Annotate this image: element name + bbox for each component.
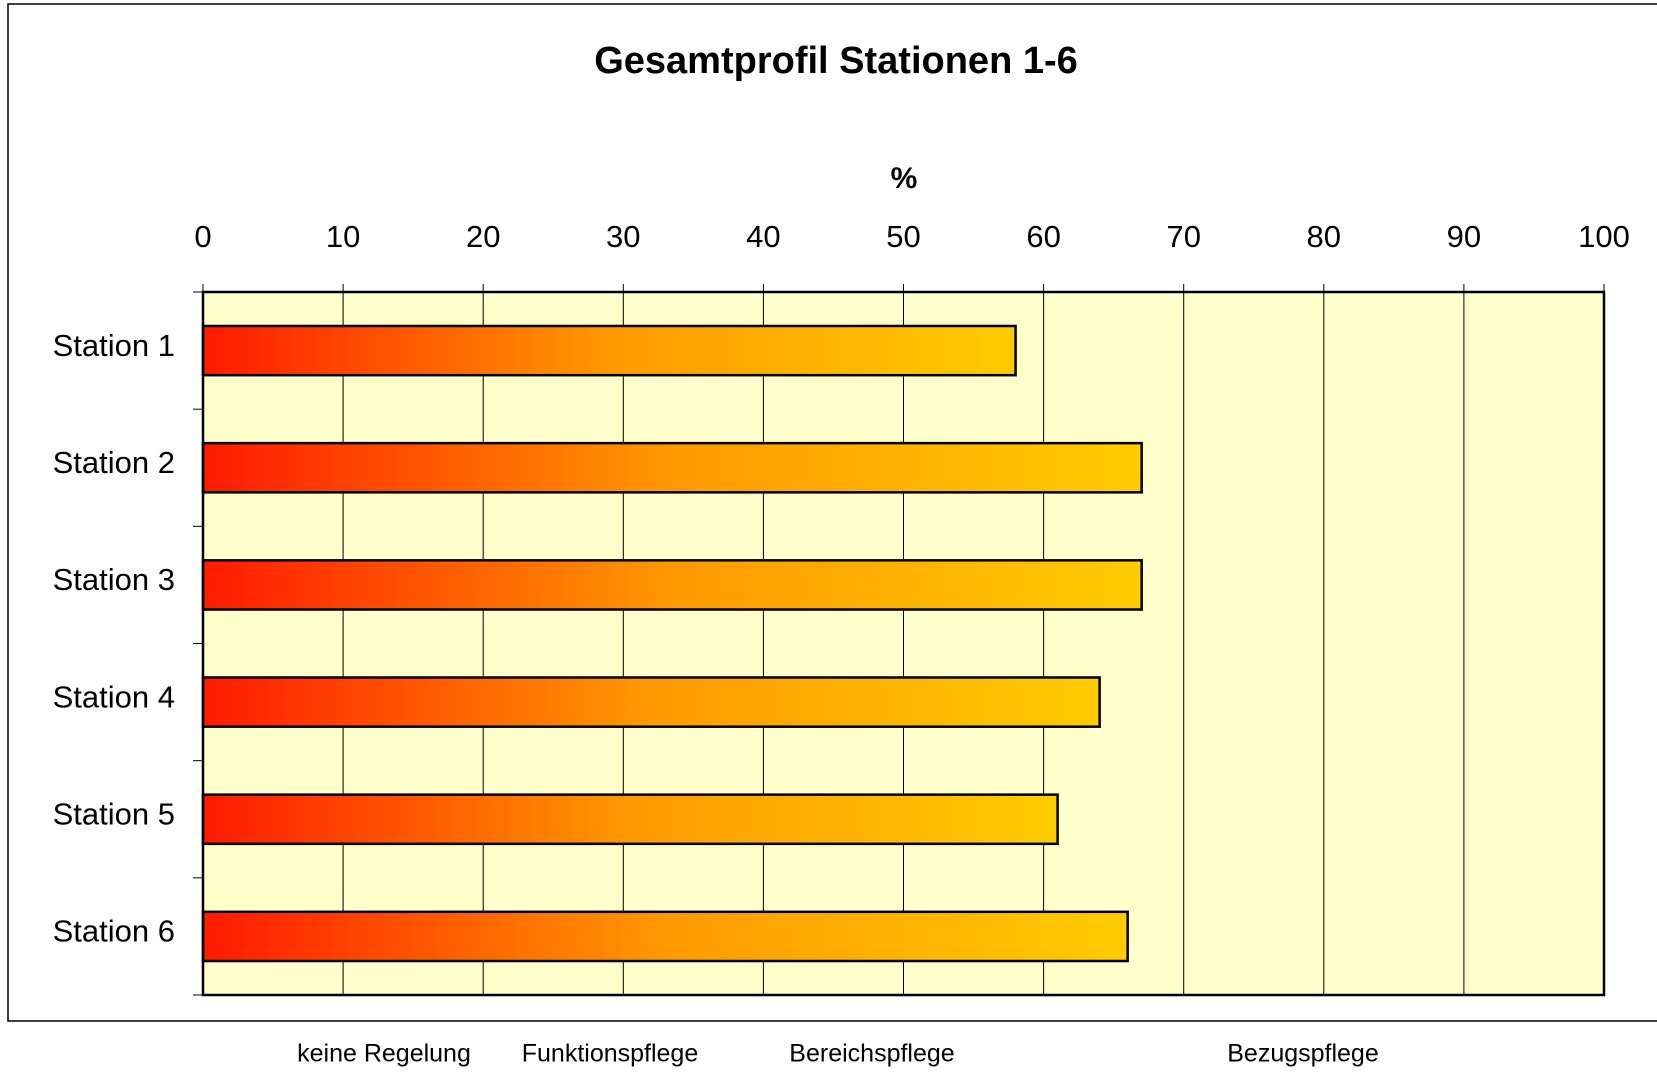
bar [201, 676, 1101, 728]
x-tick-label: 100 [1578, 219, 1630, 254]
y-tick-label: Station 3 [53, 562, 175, 597]
bar [201, 793, 1059, 846]
x-tick-label: 60 [1026, 219, 1060, 254]
y-tick-label: Station 5 [53, 796, 175, 831]
annotation: keine Regelung [297, 1040, 471, 1068]
x-tick-label: 40 [746, 219, 780, 254]
bar [201, 324, 1017, 377]
y-tick-label: Station 2 [53, 445, 175, 480]
bar [201, 559, 1143, 611]
annotation: Funktionspflege [522, 1040, 699, 1068]
x-tick-label: 0 [194, 219, 211, 254]
x-tick-label: 30 [606, 219, 640, 254]
x-tick-label: 70 [1166, 219, 1200, 254]
x-tick-label: 80 [1307, 219, 1341, 254]
y-tick-label: Station 6 [53, 914, 175, 949]
y-tick-label: Station 1 [53, 328, 175, 363]
y-tick-label: Station 4 [53, 679, 175, 714]
x-tick-label: 10 [326, 219, 360, 254]
bar [201, 441, 1143, 494]
bar [201, 910, 1129, 963]
x-tick-label: 50 [886, 219, 920, 254]
annotation: Bezugspflege [1227, 1040, 1379, 1068]
x-tick-label: 20 [466, 219, 500, 254]
x-tick-label: 90 [1447, 219, 1481, 254]
plot-border [201, 290, 1606, 997]
annotation: Bereichspflege [789, 1040, 954, 1068]
chart-title: Gesamtprofil Stationen 1-6 [594, 40, 1078, 82]
x-axis-label: % [891, 162, 918, 195]
